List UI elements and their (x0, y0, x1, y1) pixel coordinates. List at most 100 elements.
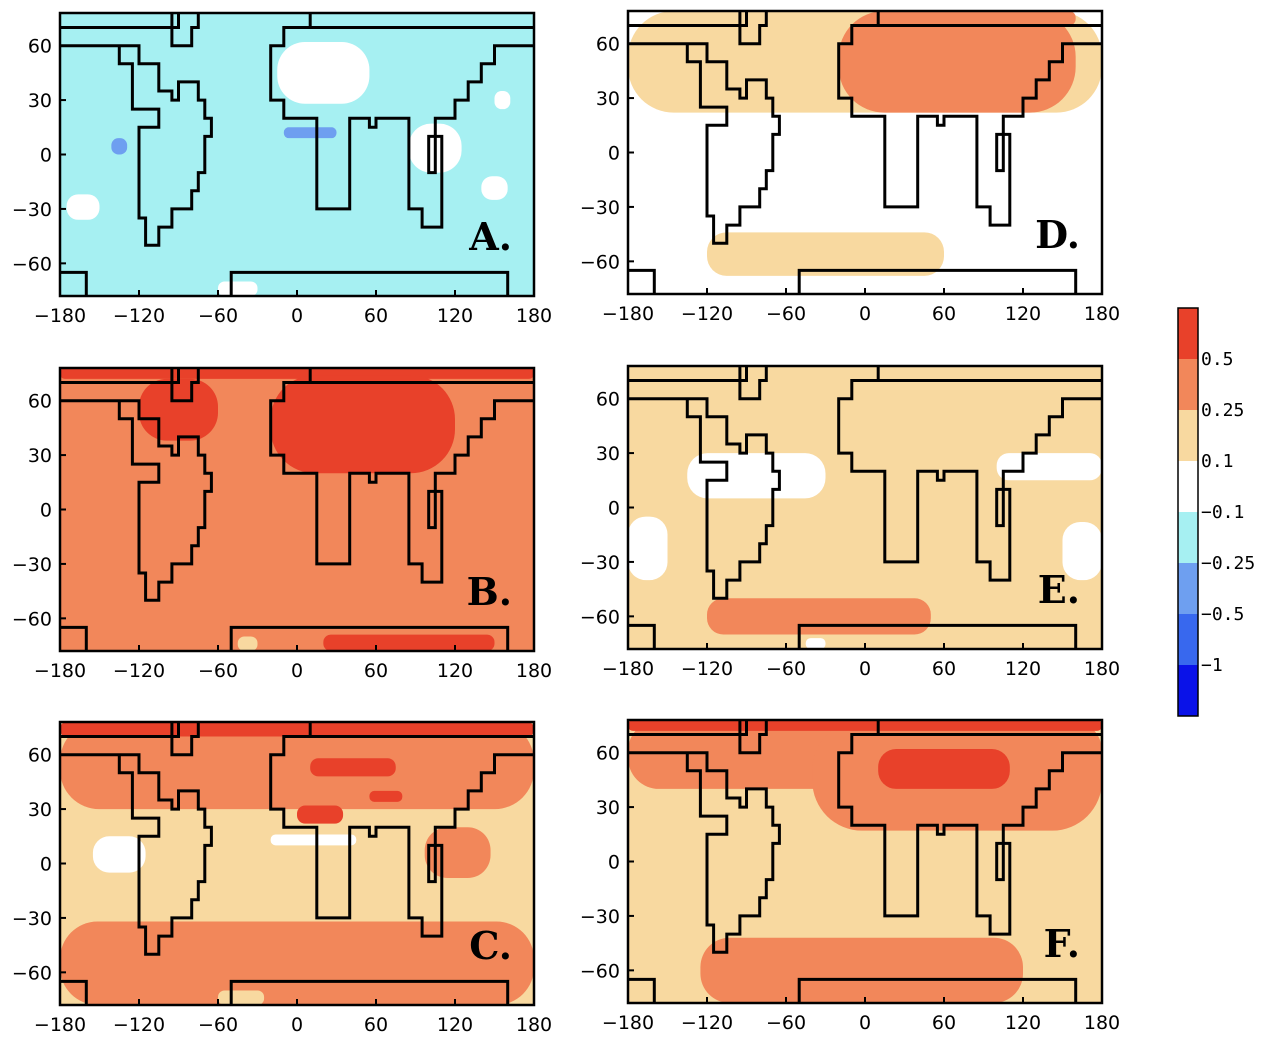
x-tick-label: 120 (437, 305, 473, 327)
coastline (60, 270, 88, 296)
x-tick-label: −120 (681, 1012, 733, 1034)
coastline (60, 625, 88, 651)
x-tick-label: 60 (932, 1012, 956, 1034)
y-tick-label: 0 (40, 500, 52, 522)
y-tick-label: 60 (28, 36, 52, 58)
y-tick-label: −60 (580, 960, 620, 982)
x-tick-label: −60 (766, 658, 806, 680)
x-tick-label: 120 (437, 660, 473, 682)
anomaly-region (707, 232, 944, 276)
anomaly-region (139, 378, 218, 441)
x-tick-label: 180 (1084, 303, 1120, 325)
coastline (628, 268, 656, 294)
coastline (797, 623, 1078, 649)
anomaly-region (700, 937, 1023, 1003)
x-tick-label: 60 (364, 660, 388, 682)
coastline (628, 623, 656, 649)
x-tick-label: −60 (198, 660, 238, 682)
y-tick-label: −60 (580, 251, 620, 273)
coastline (170, 368, 200, 403)
x-tick-label: 0 (291, 1014, 303, 1036)
map-panel-f: −180 −120 −60 0 60 120 180 −60 −30 0 30 60 F. (580, 718, 1120, 1034)
x-tick-label: −180 (34, 305, 86, 327)
x-tick-label: −180 (34, 1014, 86, 1036)
x-tick-label: −120 (113, 660, 165, 682)
colorbar-segment (1178, 461, 1198, 512)
y-tick-label: −60 (12, 962, 52, 984)
anomaly-region (92, 836, 146, 873)
anomaly-region (628, 720, 1102, 731)
coastline (797, 977, 1078, 1003)
x-tick-label: 180 (516, 1014, 552, 1036)
anomaly-region (481, 176, 508, 200)
panel-letter: E. (1038, 567, 1080, 612)
x-tick-label: −180 (602, 303, 654, 325)
coastline (628, 720, 748, 736)
coastline (60, 13, 180, 29)
coastline (60, 368, 180, 384)
x-tick-label: 120 (437, 1014, 473, 1036)
y-tick-label: −30 (580, 906, 620, 928)
x-tick-label: −60 (766, 1012, 806, 1034)
x-tick-label: 60 (932, 303, 956, 325)
anomaly-region (878, 749, 1010, 789)
y-tick-label: 30 (28, 799, 52, 821)
y-tick-label: −30 (12, 908, 52, 930)
coastline (837, 24, 1102, 227)
y-tick-label: −60 (12, 253, 52, 275)
y-tick-label: 30 (596, 797, 620, 819)
y-tick-label: −60 (580, 606, 620, 628)
coastline (628, 42, 781, 245)
panel-letter: D. (1035, 212, 1080, 257)
map-panel-d: −180 −120 −60 0 60 120 180 −60 −30 0 30 60 D. (580, 9, 1120, 325)
map-panel-a: −180 −120 −60 0 60 120 180 −60 −30 0 30 60 A. (12, 11, 552, 327)
y-tick-label: 60 (596, 389, 620, 411)
anomaly-region (996, 453, 1102, 481)
y-tick-label: 30 (596, 443, 620, 465)
coastline (229, 270, 510, 296)
x-tick-label: 180 (1084, 1012, 1120, 1034)
anomaly-region (628, 516, 668, 581)
colorbar-label: 0.1 (1201, 451, 1234, 472)
anomaly-region (687, 453, 826, 499)
coastline (837, 379, 1102, 582)
anomaly-region (944, 11, 1076, 26)
y-tick-label: 60 (596, 743, 620, 765)
coastline (269, 26, 534, 229)
panel-letter: F. (1044, 921, 1080, 966)
panel-letter: C. (469, 923, 512, 968)
map-panel-e: −180 −120 −60 0 60 120 180 −60 −30 0 30 60 E. (580, 364, 1120, 680)
colorbar-segment (1178, 563, 1198, 614)
anomaly-region (60, 921, 534, 1005)
coastline (60, 722, 180, 738)
y-tick-label: 60 (28, 391, 52, 413)
y-tick-label: −30 (580, 552, 620, 574)
x-tick-label: 0 (291, 660, 303, 682)
coastline (229, 979, 510, 1005)
coastline (628, 397, 781, 600)
y-tick-label: −60 (12, 608, 52, 630)
x-tick-label: 60 (364, 1014, 388, 1036)
x-tick-label: −60 (766, 303, 806, 325)
colorbar-label: 0.25 (1201, 400, 1244, 421)
x-tick-label: 120 (1005, 658, 1041, 680)
x-tick-label: 0 (859, 658, 871, 680)
coastline (170, 722, 200, 757)
x-tick-label: 120 (1005, 303, 1041, 325)
coastline (628, 366, 748, 382)
x-tick-label: −120 (113, 305, 165, 327)
anomaly-region (237, 636, 258, 651)
y-tick-label: 0 (40, 145, 52, 167)
coastline (170, 13, 200, 48)
anomaly-region (323, 634, 495, 651)
colorbar: 0.5 0.25 0.1 −0.1 −0.25 −0.5 −1 (1177, 307, 1255, 717)
coastline (738, 366, 768, 401)
x-tick-label: 0 (859, 303, 871, 325)
map-panel-c: −180 −120 −60 0 60 120 180 −60 −30 0 30 60 C. (12, 720, 552, 1036)
x-tick-label: 60 (364, 305, 388, 327)
anomaly-region (1062, 522, 1102, 581)
anomaly-region (310, 758, 396, 777)
anomaly-region (297, 805, 344, 824)
coastline (797, 268, 1078, 294)
